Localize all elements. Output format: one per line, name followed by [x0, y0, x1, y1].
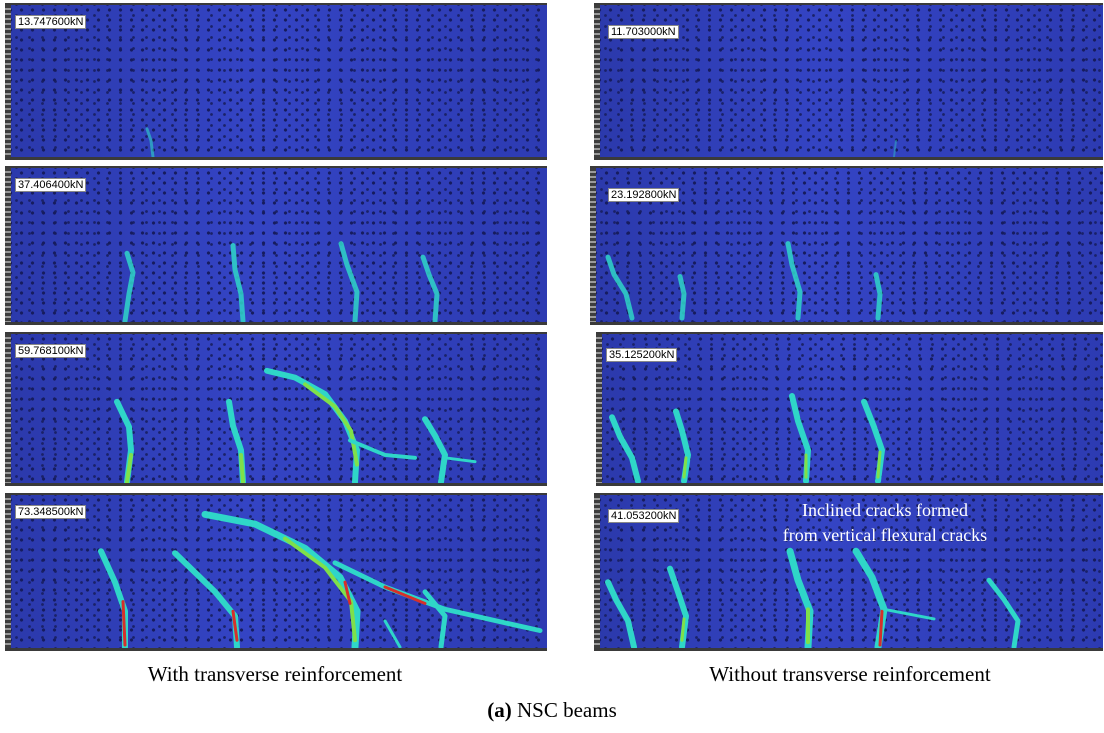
crack-pattern	[609, 393, 885, 483]
crack-pattern	[605, 241, 883, 321]
crack-pattern	[114, 367, 477, 483]
right-column-caption: Without transverse reinforcement	[709, 662, 991, 686]
load-label: 41.053200kN	[608, 509, 680, 523]
crack-pattern	[145, 127, 155, 157]
beam-panel-left-2: 37.406400kN	[5, 166, 547, 325]
load-label: 23.192800kN	[608, 188, 680, 202]
figure-caption-text: NSC beams	[511, 698, 617, 722]
load-label: 73.348500kN	[15, 505, 87, 519]
figure-caption-label: (a)	[487, 698, 512, 722]
left-column-caption: With transverse reinforcement	[147, 662, 403, 686]
beam-panel-right-1: 11.703000kN	[594, 3, 1103, 160]
crack-pattern	[605, 547, 1021, 648]
beam-panel-right-3: 35.125200kN	[596, 332, 1103, 486]
crack-pattern	[122, 241, 440, 322]
beam-panel-right-4: 41.053200kN	[594, 493, 1103, 651]
beam-panel-left-1: 13.747600kN	[5, 3, 547, 160]
load-label: 59.768100kN	[15, 344, 87, 358]
load-label: 13.747600kN	[15, 15, 87, 29]
load-label: 37.406400kN	[15, 178, 87, 192]
crack-pattern	[893, 139, 897, 157]
annotation-line-1: Inclined cracks formed	[802, 500, 968, 520]
load-label: 35.125200kN	[606, 348, 678, 362]
load-label: 11.703000kN	[608, 25, 679, 39]
figure-caption: (a) NSC beams	[0, 698, 1104, 723]
beam-panel-right-2: 23.192800kN	[590, 166, 1103, 325]
annotation-line-2: from vertical flexural cracks	[782, 525, 988, 545]
beam-panel-left-3: 59.768100kN	[5, 332, 547, 486]
crack-annotation: Inclined cracks formed from vertical fle…	[715, 498, 1055, 548]
crack-pattern	[98, 510, 543, 648]
beam-panel-left-4: 73.348500kN	[5, 493, 547, 651]
